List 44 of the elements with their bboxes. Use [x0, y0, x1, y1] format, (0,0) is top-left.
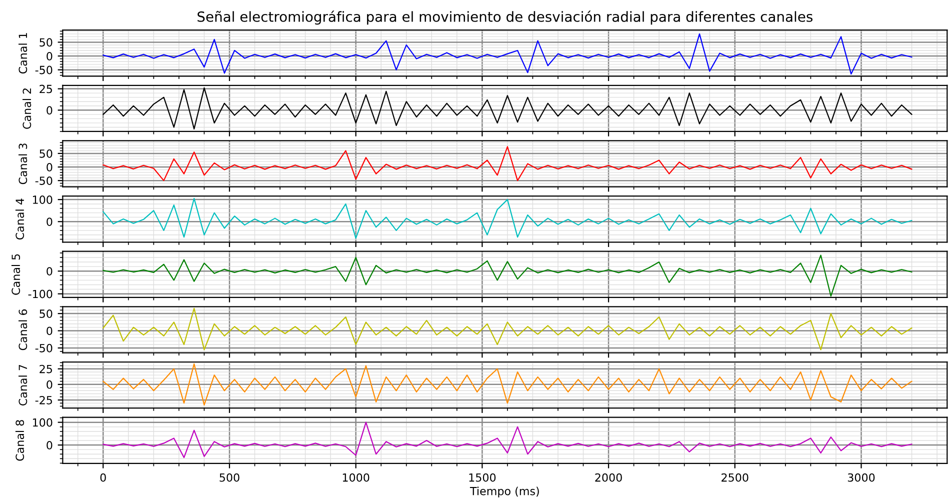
y-axis-title: Canal 3 — [18, 144, 28, 184]
y-axis-title: Canal 4 — [15, 198, 24, 240]
y-tick-label: 100 — [32, 418, 52, 427]
line-series — [102, 308, 912, 350]
line-series — [102, 363, 912, 406]
y-tick-label: 50 — [40, 149, 52, 158]
y-tick-label: -100 — [28, 290, 52, 298]
y-tick-label: 50 — [40, 38, 52, 47]
line-series — [102, 254, 912, 297]
x-tick-label: 2000 — [595, 473, 622, 482]
y-tick-label: 0 — [46, 326, 52, 336]
y-tick-label: 25 — [40, 84, 52, 94]
y-tick-label: -25 — [35, 396, 52, 404]
y-tick-label: 0 — [46, 162, 52, 172]
x-tick-label: 500 — [220, 473, 240, 482]
y-axis-title: Canal 8 — [15, 420, 24, 461]
x-tick-label: 3000 — [848, 473, 875, 482]
line-series — [102, 33, 912, 75]
y-tick-label: 0 — [46, 441, 52, 450]
y-tick-label: -50 — [35, 66, 52, 74]
x-tick-label: 0 — [100, 473, 106, 482]
y-tick-label: -50 — [35, 176, 52, 185]
x-tick-label: 2500 — [722, 473, 748, 482]
y-axis-title: Canal 7 — [18, 364, 28, 406]
y-tick-label: 50 — [40, 310, 52, 318]
line-series — [102, 198, 912, 239]
x-tick-label: 1500 — [469, 473, 496, 482]
y-axis-title: Canal 6 — [18, 309, 28, 350]
chart-title: Señal electromiográfica para el movimiento de desviación radial para diferentes canales — [198, 10, 812, 25]
y-tick-label: -50 — [35, 344, 52, 352]
y-axis-title: Canal 2 — [22, 88, 32, 129]
line-series — [102, 422, 912, 458]
y-axis-title: Canal 1 — [18, 33, 28, 74]
y-tick-label: 0 — [46, 52, 52, 60]
y-tick-label: 0 — [46, 218, 52, 226]
x-tick-label: 1000 — [342, 473, 370, 482]
y-axis-title: Canal 5 — [11, 254, 20, 295]
y-tick-label: 0 — [46, 106, 52, 115]
y-tick-label: 0 — [46, 267, 52, 276]
y-tick-label: 100 — [32, 196, 52, 204]
line-series — [102, 146, 912, 182]
y-tick-label: 0 — [46, 380, 52, 389]
y-tick-label: 25 — [40, 364, 52, 374]
x-axis-title: Tiempo (ms) — [470, 486, 539, 498]
